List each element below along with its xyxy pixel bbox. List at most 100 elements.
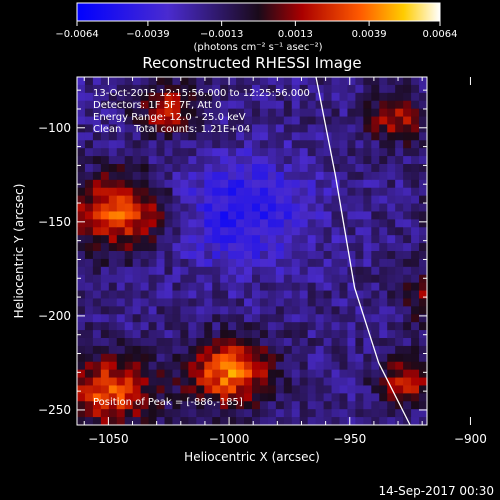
heatmap-cell	[395, 179, 404, 189]
heatmap-cell	[228, 219, 237, 228]
heatmap-cell	[124, 338, 134, 347]
heatmap-cell	[339, 274, 349, 284]
heatmap-cell	[363, 187, 372, 197]
heatmap-cell	[84, 211, 94, 220]
heatmap-cell	[291, 203, 301, 213]
heatmap-cell	[363, 258, 372, 268]
heatmap-cell	[411, 187, 420, 197]
heatmap-cell	[387, 116, 396, 126]
heatmap-cell	[148, 140, 158, 149]
heatmap-cell	[363, 203, 372, 213]
heatmap-cell	[252, 179, 261, 189]
heatmap-cell	[180, 290, 189, 300]
heatmap-cell	[299, 306, 309, 315]
heatmap-cell	[283, 203, 293, 213]
heatmap-cell	[188, 116, 197, 126]
heatmap-cell	[267, 164, 277, 173]
heatmap-cell	[347, 369, 356, 379]
heatmap-cell	[188, 156, 197, 165]
heatmap-cell	[307, 314, 317, 323]
heatmap-cell	[363, 84, 372, 94]
heatmap-cell	[100, 330, 110, 339]
heatmap-cell	[267, 243, 277, 252]
heatmap-cell	[164, 100, 174, 110]
heatmap-cell	[124, 164, 134, 173]
heatmap-cell	[108, 282, 118, 292]
heatmap-cell	[220, 227, 229, 236]
heatmap-cell	[419, 369, 427, 379]
heatmap-cell	[291, 187, 301, 197]
heatmap-cell	[363, 274, 372, 284]
heatmap-cell	[379, 116, 388, 126]
heatmap-cell	[172, 84, 181, 94]
heatmap-cell	[124, 322, 134, 331]
heatmap-cell	[116, 290, 126, 300]
heatmap-cell	[172, 235, 181, 244]
heatmap-cell	[148, 203, 158, 213]
heatmap-cell	[419, 84, 427, 94]
heatmap-cell	[84, 282, 94, 292]
heatmap-cell	[419, 417, 427, 425]
heatmap-cell	[236, 290, 245, 300]
colorbar-tick-label: 0.0013	[278, 29, 313, 40]
heatmap-cell	[212, 353, 221, 363]
y-tick-label: −200	[38, 309, 71, 323]
heatmap-cell	[92, 179, 102, 189]
heatmap-cell	[259, 84, 269, 94]
heatmap-cell	[307, 227, 317, 236]
heatmap-cell	[84, 322, 94, 331]
heatmap-cell	[252, 140, 261, 149]
heatmap-cell	[252, 156, 261, 165]
heatmap-cell	[77, 124, 86, 133]
heatmap-cell	[180, 148, 189, 157]
heatmap-cell	[140, 195, 150, 205]
heatmap-cell	[307, 330, 317, 339]
heatmap-cell	[395, 298, 404, 307]
heatmap-cell	[307, 401, 317, 410]
heatmap-cell	[228, 377, 237, 387]
heatmap-cell	[236, 306, 245, 315]
heatmap-cell	[228, 401, 237, 410]
heatmap-cell	[363, 243, 372, 252]
heatmap-cell	[283, 306, 293, 315]
heatmap-cell	[403, 274, 412, 284]
heatmap-cell	[395, 258, 404, 268]
heatmap-cell	[84, 148, 94, 157]
heatmap-cell	[132, 298, 142, 307]
heatmap-cell	[387, 171, 396, 181]
heatmap-cell	[291, 338, 301, 347]
heatmap-cell	[140, 132, 150, 141]
heatmap-cell	[108, 401, 118, 410]
heatmap-cell	[92, 409, 102, 418]
heatmap-cell	[220, 274, 229, 284]
heatmap-cell	[315, 306, 325, 315]
heatmap-cell	[92, 338, 102, 347]
heatmap-cell	[124, 266, 134, 276]
heatmap-cell	[228, 417, 237, 425]
heatmap-cell	[180, 266, 189, 276]
heatmap-cell	[419, 156, 427, 165]
heatmap-cell	[100, 417, 110, 425]
heatmap-cell	[363, 393, 372, 402]
heatmap-cell	[84, 116, 94, 126]
heatmap-cell	[299, 140, 309, 149]
heatmap-cell	[387, 164, 396, 173]
heatmap-cell	[283, 243, 293, 252]
heatmap-cell	[100, 195, 110, 205]
heatmap-cell	[387, 306, 396, 315]
heatmap-cell	[172, 108, 181, 118]
heatmap-cell	[236, 353, 245, 363]
heatmap-cell	[419, 385, 427, 394]
heatmap-cell	[204, 235, 213, 244]
heatmap-cell	[259, 227, 269, 236]
heatmap-cell	[411, 195, 420, 205]
heatmap-cell	[379, 132, 388, 141]
heatmap-cell	[419, 148, 427, 157]
heatmap-cell	[236, 116, 245, 126]
heatmap-cell	[355, 171, 364, 181]
heatmap-cell	[212, 124, 221, 133]
heatmap-cell	[132, 258, 142, 268]
heatmap-cell	[315, 385, 325, 394]
heatmap-cell	[148, 235, 158, 244]
heatmap-cell	[196, 84, 205, 94]
